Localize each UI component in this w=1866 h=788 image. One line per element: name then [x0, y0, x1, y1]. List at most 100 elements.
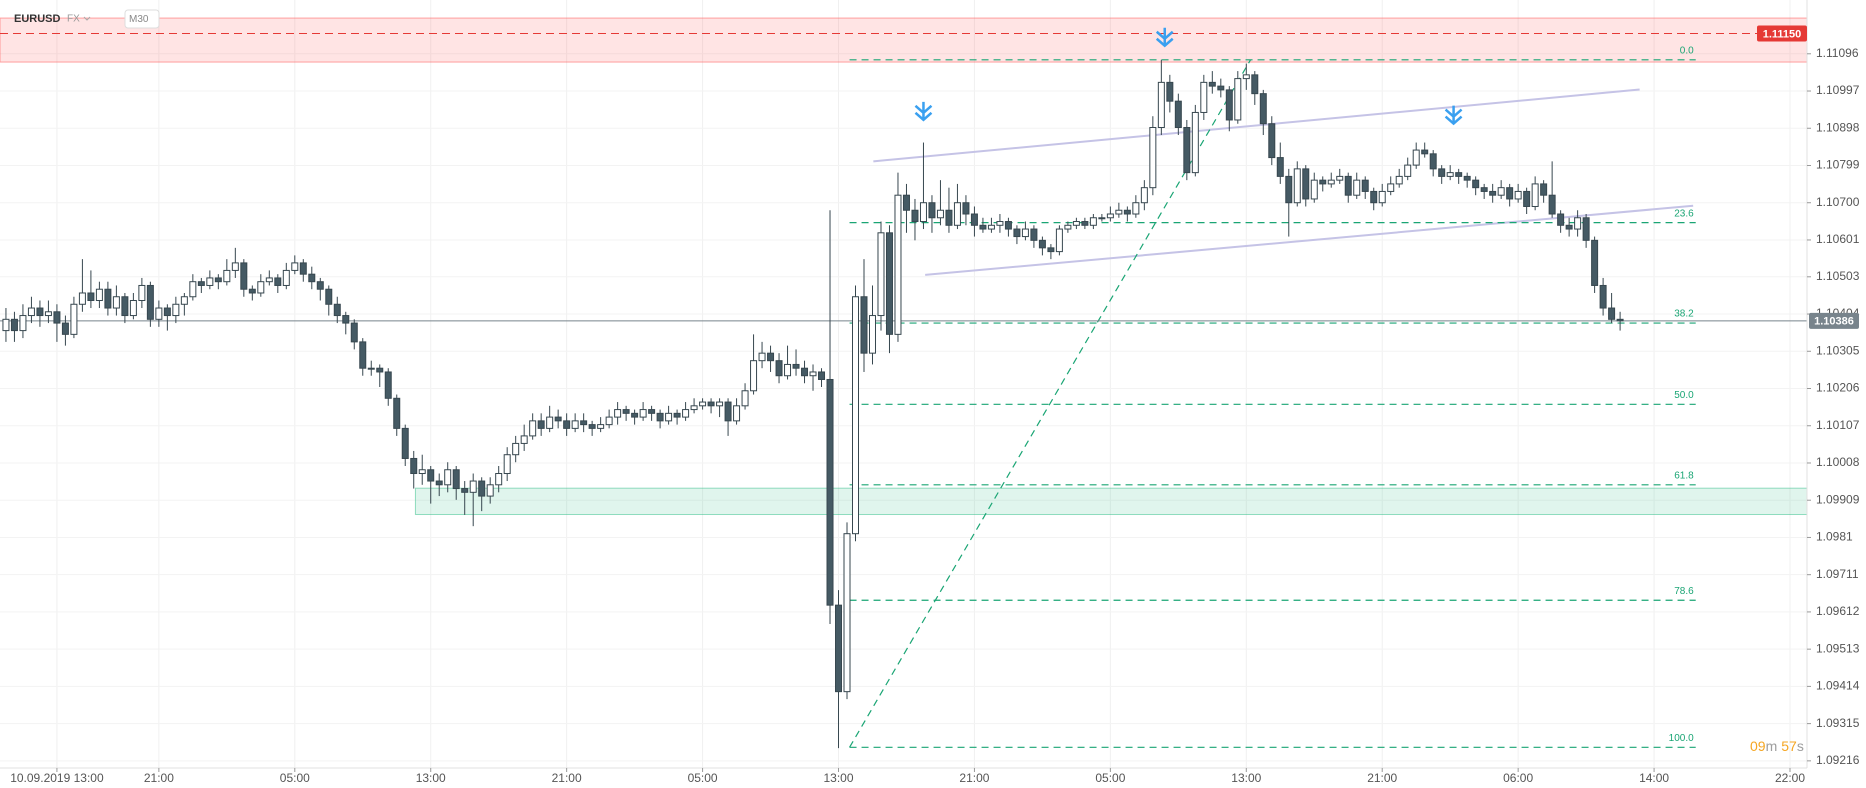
candle-body — [1523, 190, 1531, 207]
candle-body — [673, 412, 681, 418]
candle-body — [333, 303, 341, 317]
candle-body — [953, 202, 961, 226]
candle-body — [1072, 221, 1080, 226]
candle-body — [1081, 221, 1089, 226]
candle-body — [495, 473, 503, 486]
y-tick-label: 1.10503 — [1816, 269, 1860, 283]
candle-body — [571, 420, 579, 429]
candle-body — [1055, 228, 1063, 253]
candle-body — [291, 262, 299, 271]
x-tick-label: 21:00 — [1367, 771, 1397, 785]
candle-body — [1387, 183, 1395, 192]
signal-arrow — [1155, 27, 1174, 48]
candle-body — [1557, 213, 1565, 226]
fib-label: 0.0 — [1680, 45, 1694, 56]
y-tick-label: 1.10008 — [1816, 455, 1860, 469]
candle-body — [1540, 183, 1548, 196]
signal-arrow — [914, 101, 933, 122]
candle-body — [682, 409, 690, 418]
candle-body — [410, 457, 418, 475]
candle-body — [444, 469, 452, 486]
candle-body — [1582, 217, 1590, 241]
zone — [414, 487, 1808, 516]
interval-box[interactable] — [124, 9, 160, 29]
candle-body — [104, 288, 112, 309]
candle-body — [257, 281, 265, 294]
price-tag — [1809, 312, 1859, 329]
candle-body — [945, 209, 953, 226]
candle-body — [818, 371, 826, 380]
candle-body — [44, 311, 52, 317]
price-tag — [1757, 25, 1807, 42]
y-tick-label: 1.10206 — [1816, 381, 1860, 395]
candle-body — [1064, 224, 1072, 230]
candle-body — [902, 194, 910, 211]
candle-body — [1208, 81, 1216, 87]
candle-body — [1038, 239, 1046, 249]
candle-body — [1242, 74, 1250, 80]
candle-body — [78, 292, 86, 305]
candle-body — [265, 277, 273, 283]
candle-body — [1106, 213, 1114, 219]
x-tick-label: 05:00 — [280, 771, 310, 785]
candle-body — [36, 307, 44, 317]
price-axis — [1807, 0, 1866, 788]
candle-body — [129, 300, 137, 317]
candle-body — [1157, 81, 1165, 128]
candle-body — [1200, 81, 1208, 113]
candle-body — [758, 352, 766, 362]
candle-body — [1446, 172, 1454, 177]
candle-body — [1370, 190, 1378, 204]
x-tick-label: 21:00 — [144, 771, 174, 785]
candle-body — [860, 296, 868, 354]
y-tick-label: 1.09315 — [1816, 716, 1860, 730]
candle-body — [996, 221, 1004, 226]
candle-body — [622, 409, 630, 414]
candle-body — [146, 284, 154, 320]
candle-body — [690, 405, 698, 411]
candle-body — [1412, 149, 1420, 166]
candle-body — [597, 424, 605, 429]
candle-body — [656, 412, 664, 422]
candle-body — [801, 367, 809, 377]
candle-body — [1251, 74, 1259, 95]
candle-body — [163, 307, 171, 317]
candle-body — [852, 296, 860, 535]
candle-body — [835, 604, 843, 693]
candle-body — [223, 269, 231, 283]
candle-body — [1259, 93, 1267, 125]
y-tick-label: 1.10601 — [1816, 232, 1860, 246]
candle-body — [1030, 228, 1038, 241]
candle-body — [537, 420, 545, 429]
candle-body — [809, 371, 817, 377]
candle-body — [767, 352, 775, 362]
countdown-part: s — [1797, 738, 1804, 754]
y-tick-label: 1.10799 — [1816, 158, 1860, 172]
candle-body — [1166, 81, 1174, 102]
candle-body — [1472, 179, 1480, 189]
candle-body — [1123, 209, 1131, 215]
x-tick-label: 13:00 — [416, 771, 446, 785]
candle-body — [868, 315, 876, 354]
candle-body — [1183, 126, 1191, 174]
x-tick-label: 13:00 — [1231, 771, 1261, 785]
x-tick-label: 14:00 — [1639, 771, 1669, 785]
candle-body — [936, 209, 944, 219]
candle-body — [19, 315, 27, 332]
candle-body — [1616, 318, 1624, 322]
trend-line — [873, 88, 1640, 163]
trend-line — [925, 204, 1694, 276]
candle-body — [95, 288, 103, 302]
candle-body — [631, 412, 639, 418]
candle-body — [1591, 239, 1599, 286]
candle-body — [469, 480, 477, 493]
candle-body — [189, 281, 197, 298]
candle-body — [648, 409, 656, 414]
candle-body — [1140, 187, 1148, 204]
candle-body — [580, 420, 588, 426]
candle-body — [970, 213, 978, 226]
fib-label: 23.6 — [1674, 208, 1694, 219]
